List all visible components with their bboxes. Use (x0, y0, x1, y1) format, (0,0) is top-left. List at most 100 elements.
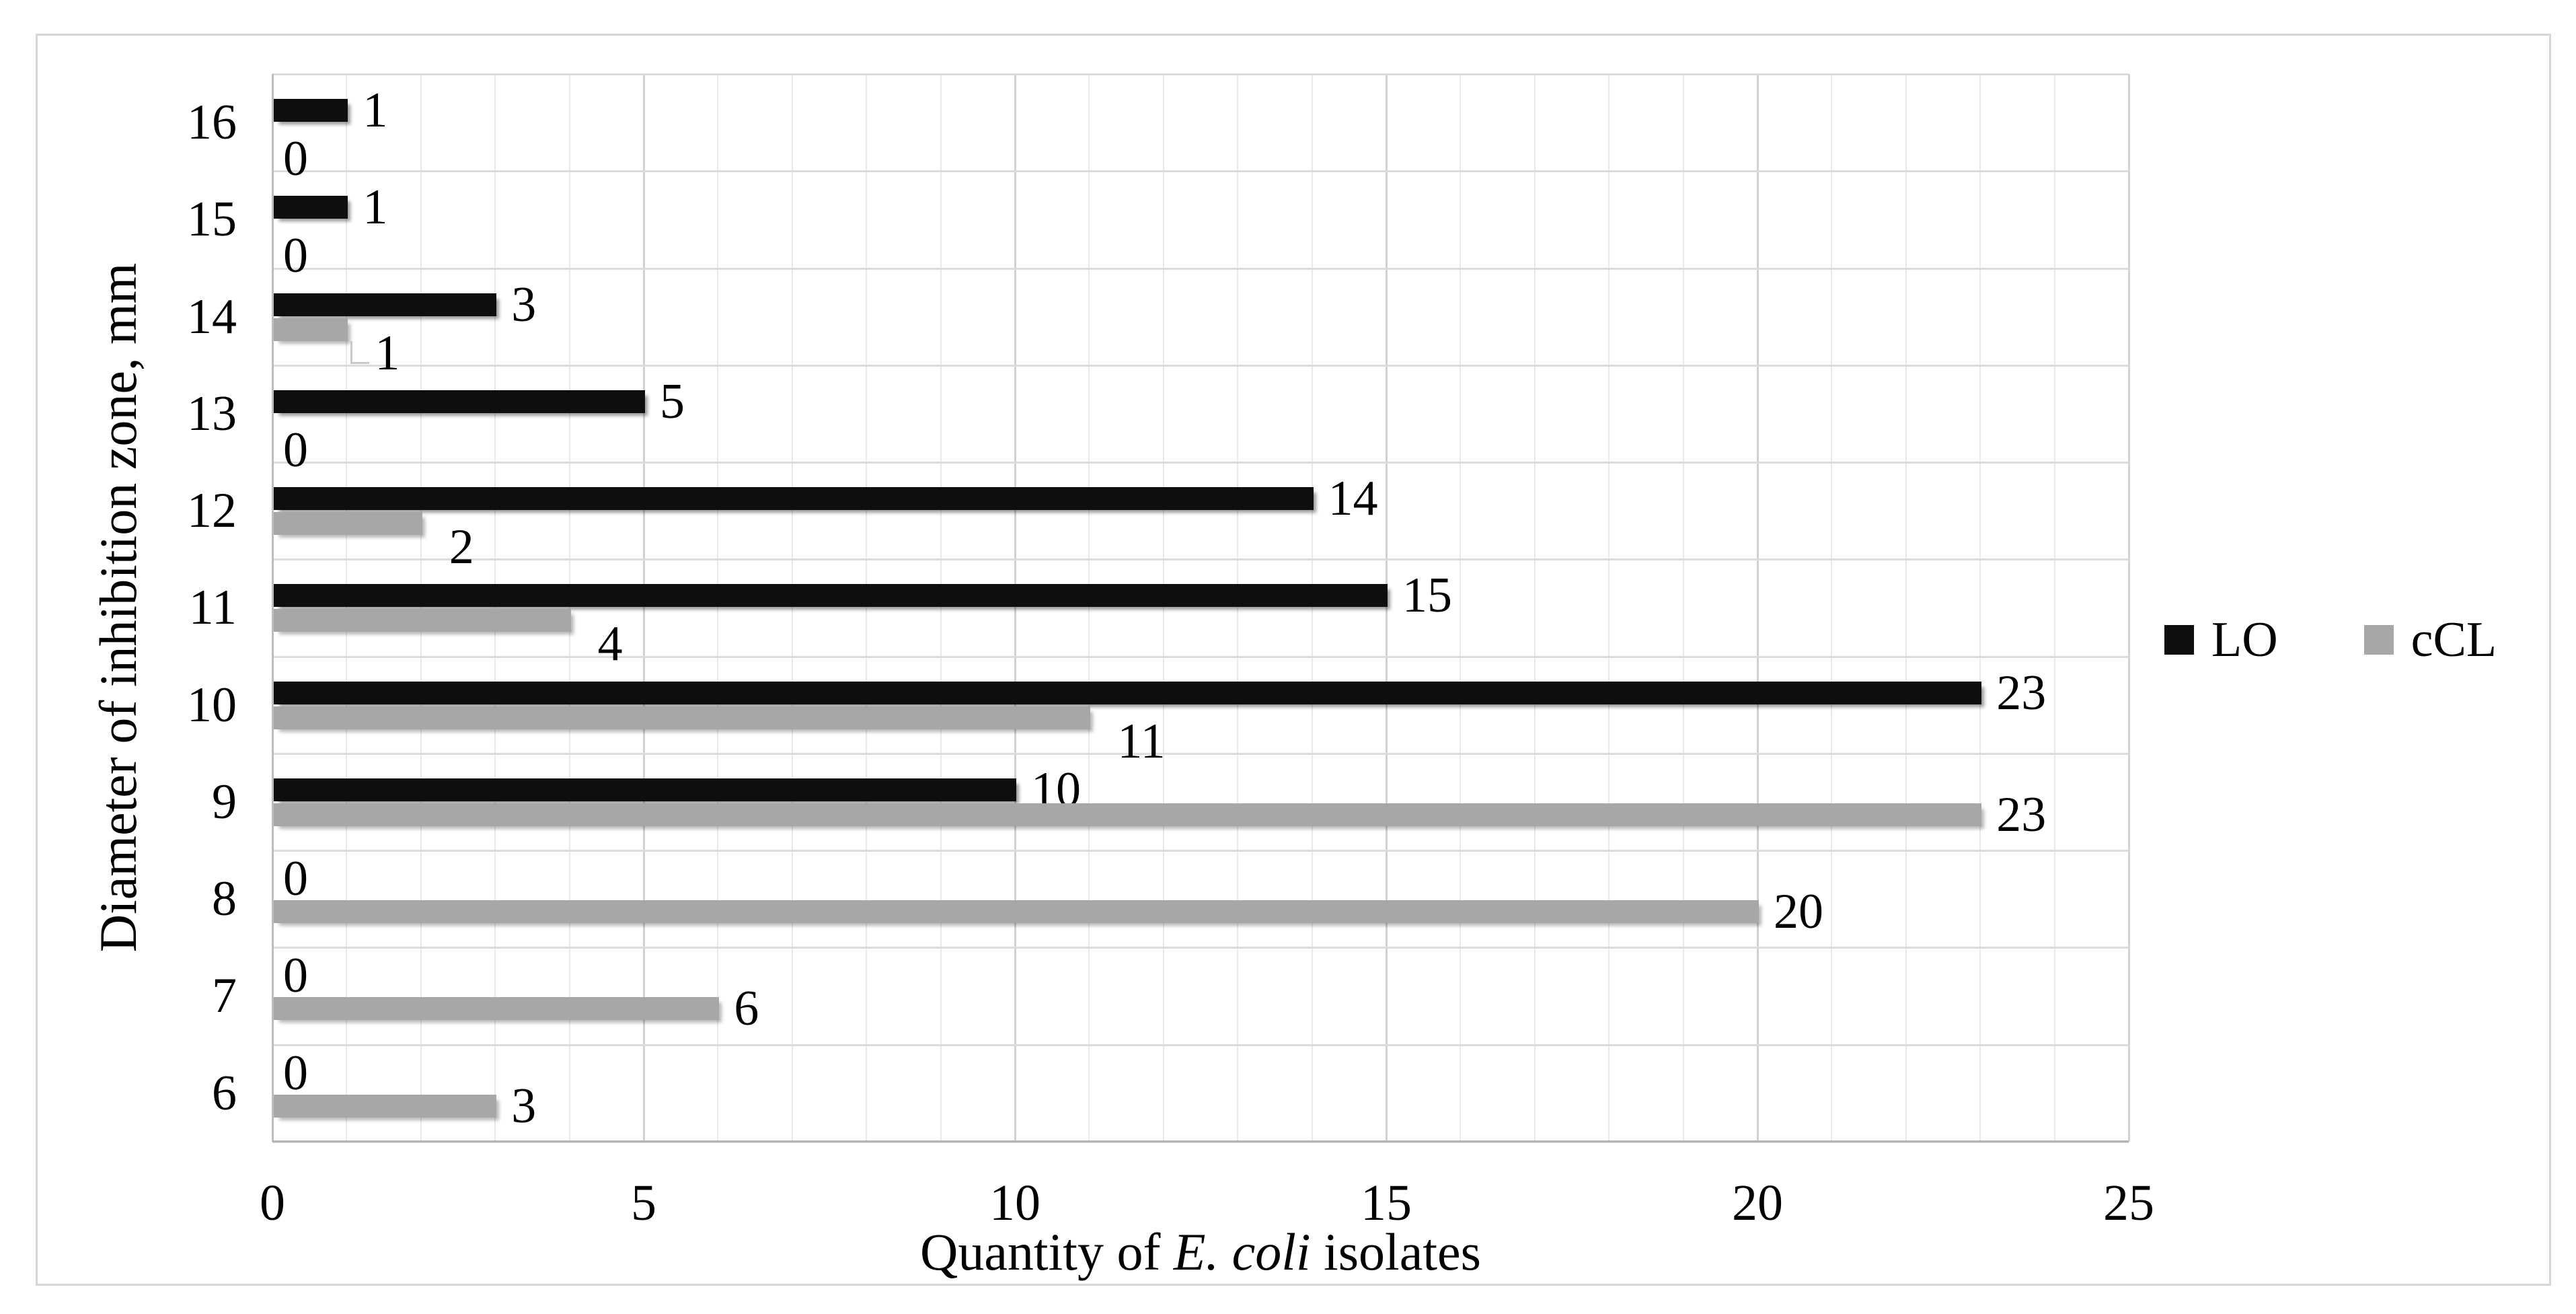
bar-LO-16 (274, 99, 348, 122)
data-label-cCL-7: 6 (734, 981, 759, 1037)
category-label-8: 8 (212, 871, 237, 927)
legend-item-LO: LO (2164, 615, 2278, 665)
band-separator-line (272, 947, 2129, 949)
x-axis-title-species: E. coli (1173, 1222, 1311, 1281)
label-leader-line (350, 340, 353, 364)
bar-cCL-7 (274, 997, 720, 1021)
band-separator-line (272, 267, 2129, 270)
legend-swatch-LO (2164, 625, 2194, 655)
band-separator-line (272, 752, 2129, 755)
category-label-11: 11 (188, 580, 237, 636)
gridline-vertical-minor (1608, 74, 1610, 1142)
gridline-vertical-minor (2053, 74, 2055, 1142)
bar-LO-13 (274, 390, 645, 413)
band-separator-line (272, 850, 2129, 852)
gridline-vertical-major (2128, 74, 2130, 1142)
data-label-cCL-15: 0 (283, 228, 308, 284)
bar-LO-11 (274, 584, 1388, 608)
gridline-vertical-minor (717, 74, 719, 1142)
data-label-cCL-16: 0 (283, 131, 308, 186)
bar-LO-10 (274, 681, 1982, 704)
data-label-cCL-6: 3 (511, 1078, 537, 1134)
category-label-9: 9 (212, 774, 237, 830)
figure-border (36, 34, 2551, 1286)
band-separator-line (272, 1044, 2129, 1046)
legend-label-cCL: cCL (2411, 612, 2497, 667)
band-separator-line (272, 462, 2129, 464)
gridline-vertical-major (1386, 74, 1388, 1142)
gridline-vertical-minor (1682, 74, 1684, 1142)
data-label-cCL-10: 11 (1117, 713, 1166, 769)
label-leader-line (350, 361, 370, 364)
band-separator-line (272, 558, 2129, 561)
data-label-cCL-13: 0 (283, 422, 308, 478)
gridline-vertical-minor (494, 74, 496, 1142)
data-label-LO-11: 15 (1402, 568, 1452, 624)
legend: LO cCL (2164, 615, 2497, 665)
band-separator-line (272, 364, 2129, 367)
data-label-LO-14: 3 (511, 277, 537, 332)
gridline-vertical-major (643, 74, 645, 1142)
x-tick-label-5: 5 (631, 1175, 656, 1231)
data-label-cCL-11: 4 (597, 616, 623, 672)
bar-LO-14 (274, 293, 497, 316)
gridline-vertical-minor (866, 74, 868, 1142)
data-label-LO-6: 0 (283, 1045, 308, 1101)
category-label-14: 14 (187, 289, 237, 344)
gridline-vertical-major (1757, 74, 1759, 1142)
bar-LO-15 (274, 196, 348, 219)
gridline-vertical-minor (346, 74, 348, 1142)
data-label-LO-13: 5 (660, 373, 685, 429)
data-label-LO-7: 0 (283, 948, 308, 1004)
category-label-7: 7 (212, 968, 237, 1024)
category-label-6: 6 (212, 1065, 237, 1121)
bar-cCL-14 (274, 318, 348, 341)
x-tick-label-0: 0 (260, 1175, 285, 1231)
y-axis-line (272, 74, 274, 1142)
bar-cCL-12 (274, 512, 422, 536)
gridline-vertical-minor (1088, 74, 1090, 1142)
bar-cCL-10 (274, 706, 1091, 729)
bar-cCL-6 (274, 1094, 497, 1118)
category-label-15: 15 (187, 192, 237, 248)
gridline-vertical-minor (1311, 74, 1313, 1142)
gridline-vertical-minor (1979, 74, 1981, 1142)
gridline-vertical-minor (791, 74, 793, 1142)
band-separator-line (272, 170, 2129, 173)
x-tick-label-10: 10 (989, 1175, 1040, 1231)
data-label-cCL-12: 2 (449, 519, 474, 575)
gridline-vertical-minor (568, 74, 570, 1142)
x-axis-line (272, 1140, 2129, 1142)
gridline-vertical-minor (1460, 74, 1462, 1142)
data-label-cCL-8: 20 (1774, 884, 1823, 940)
gridline-vertical-minor (940, 74, 942, 1142)
legend-item-cCL: cCL (2363, 612, 2497, 667)
category-label-12: 12 (187, 483, 237, 539)
gridline-vertical-minor (1831, 74, 1833, 1142)
bar-LO-12 (274, 487, 1314, 511)
legend-swatch-cCL (2363, 625, 2394, 655)
bar-cCL-8 (274, 900, 1759, 924)
plot-area: 1 0 1 0 3 1 5 0 14 2 15 4 23 11 10 23 0 20 0 6 0 3 (272, 73, 2130, 1143)
data-label-cCL-9: 23 (1996, 787, 2047, 842)
gridline-vertical-minor (1237, 74, 1239, 1142)
bar-LO-9 (274, 778, 1016, 801)
category-label-10: 10 (187, 677, 237, 733)
gridline-vertical-major (1014, 74, 1016, 1142)
data-label-cCL-14: 1 (375, 325, 400, 381)
category-label-13: 13 (187, 386, 237, 441)
data-label-LO-15: 1 (363, 180, 388, 235)
legend-label-LO: LO (2211, 612, 2278, 667)
data-label-LO-10: 23 (1996, 665, 2047, 721)
gridline-vertical-minor (1533, 74, 1536, 1142)
gridline-vertical-minor (1905, 74, 1907, 1142)
x-tick-label-25: 25 (2103, 1175, 2154, 1231)
data-label-LO-12: 14 (1328, 471, 1378, 527)
bar-cCL-9 (274, 803, 1982, 826)
data-label-LO-8: 0 (283, 851, 308, 907)
bar-cCL-11 (274, 609, 571, 632)
category-label-16: 16 (187, 95, 237, 150)
band-separator-line (272, 655, 2129, 658)
band-separator-line (272, 73, 2129, 75)
